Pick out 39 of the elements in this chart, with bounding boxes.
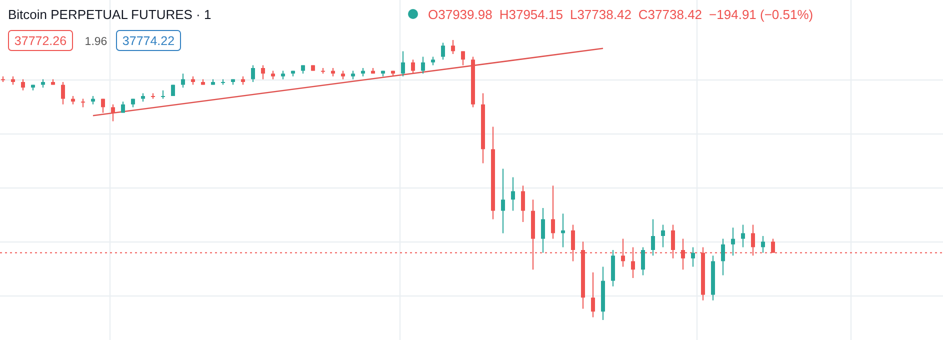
candlestick [661, 224, 665, 248]
candlestick [761, 236, 765, 254]
candlestick [511, 176, 515, 212]
chart-title: Bitcoin PERPETUAL FUTURES · 1 [8, 7, 212, 22]
candlestick [21, 78, 25, 91]
candlestick [121, 101, 125, 114]
candlestick [591, 272, 595, 318]
text: C37738.42 [638, 7, 702, 22]
candlestick [731, 227, 735, 256]
annotation: 1.96 [84, 36, 108, 48]
candlestick [461, 50, 465, 66]
candlestick [181, 73, 185, 88]
candlestick [411, 59, 415, 74]
candlestick [451, 40, 455, 54]
text: L37738.42 [570, 7, 632, 22]
candlestick [741, 224, 745, 248]
candlestick [421, 56, 425, 74]
candlestick [721, 238, 725, 276]
text: O37939.98 [428, 7, 492, 22]
candlestick [111, 104, 115, 122]
annotation: 37772.26 [14, 34, 67, 48]
candlestick [691, 246, 695, 268]
candlestick [61, 82, 65, 105]
candlestick [261, 64, 265, 80]
candlestick [221, 78, 225, 86]
text: −194.91 (−0.51%) [709, 7, 814, 22]
candlestick [151, 92, 155, 100]
annotation: 37774.22 [122, 34, 175, 48]
candlestick [551, 185, 555, 240]
candlestick [651, 218, 655, 256]
candlestick [441, 42, 445, 60]
candlestick [541, 208, 545, 254]
candlestick [101, 98, 105, 114]
candlestick [641, 246, 645, 276]
candlestick [251, 64, 255, 82]
candlestick [521, 185, 525, 222]
candlestick [401, 50, 405, 77]
text: H37954.15 [499, 7, 563, 22]
candlestick [501, 168, 505, 234]
